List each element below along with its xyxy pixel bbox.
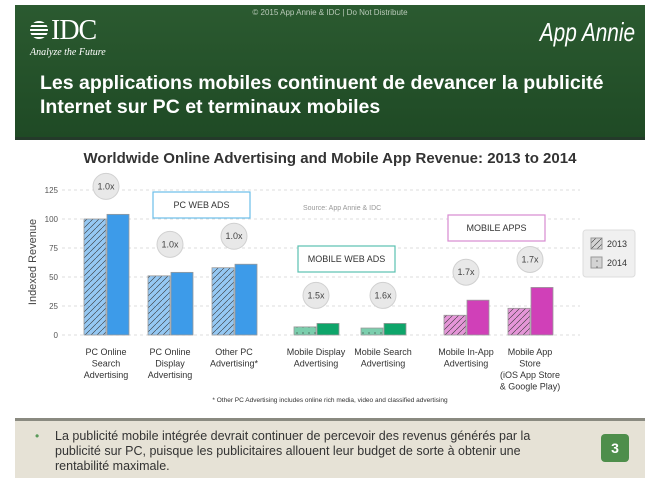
slide-title: Les applications mobiles continuent de d…	[40, 72, 604, 118]
bar-2014	[106, 213, 130, 336]
category-label: Display	[155, 359, 185, 369]
chart: 0 25 50 75 100 125 Indexed Revenue 1.0x PC Onlin…	[27, 172, 636, 404]
y-tick-label: 100	[45, 215, 59, 224]
bar-2014	[170, 271, 194, 336]
multiplier-label: 1.0x	[225, 231, 243, 241]
y-tick-label: 50	[49, 273, 58, 282]
group-box	[447, 214, 546, 242]
multiplier-label: 1.0x	[161, 239, 179, 249]
multiplier-label: 1.6x	[374, 290, 392, 300]
bar-2013	[293, 326, 317, 336]
chart-title: Worldwide Online Advertising and Mobile …	[83, 150, 577, 167]
multiplier-badge	[92, 172, 120, 200]
bar-2014	[383, 322, 407, 336]
category-label: PC Online	[85, 347, 126, 357]
multiplier-badge	[156, 230, 184, 258]
category-label: Advertising	[294, 359, 339, 369]
category-label: Mobile App	[508, 347, 553, 357]
group-box	[297, 245, 396, 273]
y-tick-label: 25	[49, 302, 58, 311]
legend-label: 2014	[607, 258, 627, 268]
footer-band: • La publicité mobile intégrée devrait c…	[15, 418, 645, 478]
bar-2014	[530, 287, 554, 336]
category-label: Advertising	[361, 359, 406, 369]
category-label: Search	[92, 359, 121, 369]
bar-2013	[507, 307, 531, 336]
category-label: Advertising	[148, 370, 193, 380]
category-label: & Google Play)	[500, 382, 561, 392]
legend-label: 2013	[607, 239, 627, 249]
category-label: Advertising	[84, 370, 129, 380]
bar-2013	[443, 314, 467, 336]
multiplier-label: 1.7x	[457, 267, 475, 277]
category-label: Other PC	[215, 347, 253, 357]
copyright: © 2015 App Annie & IDC | Do Not Distribu…	[252, 8, 408, 17]
bar-2014	[466, 299, 490, 336]
multiplier-badge	[452, 258, 480, 286]
category-label: PC Online	[149, 347, 190, 357]
app-annie-logo: App Annie	[539, 17, 635, 47]
category-label: Store	[519, 359, 541, 369]
source-note: Source: App Annie & IDC	[303, 205, 381, 212]
bar-2013	[83, 218, 107, 336]
multiplier-badge	[302, 281, 330, 309]
multiplier-badge	[369, 281, 397, 309]
idc-logo: IDC Analyze the Future	[30, 15, 106, 58]
y-tick-label: 125	[45, 186, 59, 195]
footnote: * Other PC Advertising includes online r…	[212, 397, 448, 404]
category-label: Mobile Display	[287, 347, 346, 357]
legend	[582, 229, 636, 278]
multiplier-label: 1.7x	[521, 254, 539, 264]
y-tick-label: 0	[54, 331, 59, 340]
bullet: •	[35, 429, 40, 443]
multiplier-label: 1.5x	[307, 290, 325, 300]
category-label: (iOS App Store	[500, 370, 560, 380]
bar-2013	[147, 275, 171, 336]
group-label: MOBILE APPS	[466, 223, 526, 233]
slide-header: © 2015 App Annie & IDC | Do Not Distribu…	[15, 5, 645, 140]
bar-2014	[234, 263, 258, 336]
category-label: Advertising*	[210, 359, 259, 369]
multiplier-badge	[516, 245, 544, 273]
legend-swatch	[590, 237, 603, 250]
bar-2013	[360, 327, 384, 336]
group-label: PC WEB ADS	[173, 200, 229, 210]
group-box	[152, 191, 251, 219]
category-label: Advertising	[444, 359, 489, 369]
footer-text: La publicité mobile intégrée devrait con…	[55, 429, 531, 473]
y-axis-label: Indexed Revenue	[27, 219, 39, 305]
category-label: Mobile In-App	[438, 347, 494, 357]
category-label: Mobile Search	[354, 347, 412, 357]
bar-2013	[211, 267, 235, 336]
group-label: MOBILE WEB ADS	[308, 254, 386, 264]
legend-swatch	[590, 256, 603, 269]
bar-2014	[316, 322, 340, 336]
page-number: 3	[601, 434, 629, 462]
multiplier-badge	[220, 222, 248, 250]
multiplier-label: 1.0x	[97, 181, 115, 191]
y-tick-label: 75	[49, 244, 58, 253]
